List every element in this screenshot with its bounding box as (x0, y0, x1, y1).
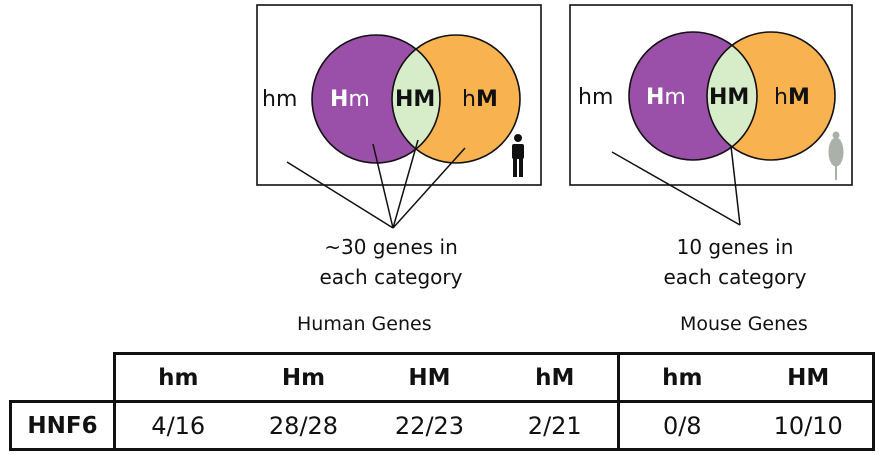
human-venn-frame (256, 4, 542, 186)
mouse-pointer-lines (611, 145, 741, 226)
human-right-label: hM (462, 87, 498, 112)
human-annotation-line2: each category (320, 265, 463, 289)
human-outside-label: hm (262, 87, 297, 112)
column-header: hM (492, 352, 619, 402)
table-header-row: hm Hm HM hM hm HM (11, 352, 875, 402)
human-center-label: HM (395, 87, 435, 112)
table-row: HNF6 4/16 28/28 22/23 2/21 0/8 10/10 (9, 400, 875, 451)
table-cell: 2/21 (492, 400, 619, 451)
human-venn: hm Hm HM hM ~30 genes in each category (256, 4, 542, 289)
column-header: hm (113, 352, 241, 402)
mouse-right-label: hM (774, 85, 810, 110)
human-figure-icon (512, 134, 524, 177)
mouse-venn-frame (569, 4, 853, 186)
human-overlap (392, 35, 440, 163)
mouse-overlap (707, 32, 757, 160)
human-genes-label: Human Genes (297, 313, 432, 335)
gene-table: hm Hm HM hM hm HM HNF6 4/16 28/28 22/23 … (9, 352, 875, 451)
column-header: hm (617, 352, 745, 402)
table-cell: 4/16 (114, 400, 241, 451)
mouse-genes-label: Mouse Genes (680, 313, 808, 335)
table-corner (11, 354, 115, 402)
venn-diagrams: hm Hm HM hM ~30 genes in each category h… (256, 4, 853, 289)
table-cell: 28/28 (240, 400, 367, 451)
mouse-venn: hm Hm HM hM 10 genes in each category (569, 4, 853, 289)
human-left-label: Hm (330, 87, 370, 112)
column-header: HM (366, 352, 493, 402)
column-header: HM (744, 352, 875, 402)
mouse-left-label: Hm (646, 85, 686, 110)
human-annotation-line1: ~30 genes in (324, 235, 458, 259)
column-header: Hm (240, 352, 367, 402)
table-cell: 22/23 (366, 400, 493, 451)
row-label: HNF6 (9, 400, 116, 451)
table-cell: 10/10 (744, 400, 875, 451)
mouse-outside-label: hm (578, 85, 613, 110)
mouse-center-label: HM (709, 85, 749, 110)
mouse-icon (828, 131, 844, 180)
human-pointer-lines (286, 139, 466, 229)
table-cell: 0/8 (617, 400, 745, 451)
mouse-annotation-line2: each category (664, 265, 807, 289)
mouse-annotation-line1: 10 genes in (677, 235, 794, 259)
